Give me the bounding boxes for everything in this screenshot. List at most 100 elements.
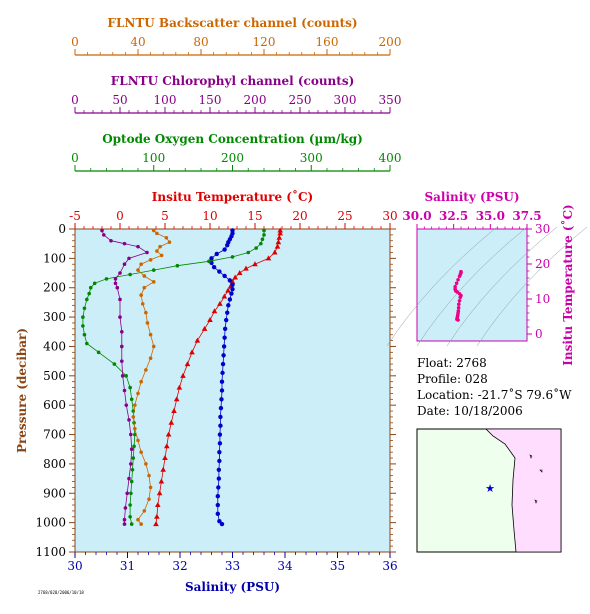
backscatter-point: [136, 268, 140, 272]
temperature-axis-label: Insitu Temperature (˚C): [152, 189, 313, 204]
backscatter-point: [142, 274, 147, 278]
chlorophyll-point: [124, 403, 129, 407]
salinity-tick-label: 31: [120, 559, 135, 573]
date-value: 10/18/2006: [453, 404, 523, 418]
chlorophyll-point: [129, 462, 133, 466]
oxygen-point: [132, 444, 136, 449]
temperature-point: [275, 239, 282, 245]
oxygen-point: [230, 255, 235, 259]
oxygen-axis: 0 100 200 300 400 Optode Oxygen Concentration…: [71, 132, 401, 172]
chlorophyll-point: [120, 359, 124, 363]
oxygen-series: [81, 228, 266, 526]
chlorophyll-point: [120, 374, 125, 378]
backscatter-point: [151, 280, 156, 284]
temperature-point: [165, 431, 172, 437]
salinity-point: [221, 353, 226, 358]
chlorophyll-point: [113, 277, 118, 281]
temperature-point: [207, 317, 213, 323]
salinity-point: [225, 310, 230, 315]
temperature-point: [201, 325, 208, 331]
ts-y-tick-label: 0: [535, 327, 543, 341]
temperature-point: [277, 230, 283, 236]
salinity-point: [215, 494, 220, 499]
series-layer: [81, 227, 283, 527]
salinity-point: [222, 273, 227, 279]
ts-isoline: [416, 226, 528, 347]
backscatter-point: [159, 253, 164, 258]
backscatter-point: [155, 249, 159, 253]
oxygen-point: [128, 272, 132, 277]
backscatter-point: [148, 258, 153, 262]
oxygen-point: [207, 259, 211, 264]
backscatter-point: [140, 302, 145, 306]
location-map: ★: [416, 428, 562, 553]
ts-point: [454, 281, 459, 286]
temperature-point: [164, 443, 170, 449]
backscatter-point: [133, 426, 137, 431]
salinity-point: [217, 449, 222, 455]
oxygen-point: [260, 237, 265, 242]
chlorophyll-axis-label: FLNTU Chlorophyl channel (counts): [111, 74, 355, 88]
temperature-tick-label: 5: [161, 209, 169, 223]
oxygen-point: [175, 263, 180, 268]
backscatter-point: [155, 231, 159, 236]
temperature-tick-label: -5: [69, 209, 81, 223]
ts-point: [456, 318, 460, 322]
ts-x-tick-label: 37.5: [512, 209, 541, 223]
chlorophyll-point: [115, 285, 120, 290]
salinity-point: [215, 502, 220, 508]
oxygen-point: [129, 522, 134, 526]
backscatter-tick-label: 40: [130, 35, 145, 49]
ts-isoline: [446, 226, 558, 347]
oxygen-point: [124, 374, 128, 378]
pressure-tick-label: 700: [43, 428, 66, 442]
temperature-point: [194, 337, 201, 343]
info-float: Float: 2768: [417, 356, 487, 370]
chlorophyll-point: [122, 388, 127, 393]
temperature-point: [243, 265, 249, 271]
salinity-point: [216, 467, 222, 472]
ts-layer: 30.0 32.5 35.0 37.5 Salinity (PSU) 0 10 20 30 Ins…: [386, 190, 588, 366]
oxygen-point: [81, 324, 85, 328]
salinity-point: [218, 405, 224, 411]
pressure-tick-label: 600: [43, 398, 66, 412]
backscatter-point: [144, 310, 148, 315]
backscatter-point: [144, 462, 148, 466]
oxygen-point: [112, 362, 117, 366]
ts-x-tick-label: 30.0: [402, 209, 431, 223]
backscatter-point: [147, 497, 151, 501]
salinity-point: [217, 518, 222, 524]
pressure-tick-label: 900: [43, 486, 66, 500]
salinity-point: [211, 264, 217, 270]
temperature-point: [168, 419, 175, 425]
main-plot-area: [74, 228, 391, 553]
oxygen-point: [128, 503, 132, 507]
temperature-tick-label: 25: [337, 209, 352, 223]
ts-point: [457, 274, 462, 279]
chlorophyll-point: [113, 281, 118, 286]
salinity-point: [221, 344, 227, 349]
float-value: 2768: [456, 356, 487, 370]
ts-isoline: [476, 226, 588, 347]
backscatter-point: [148, 332, 153, 337]
backscatter-series: [131, 228, 172, 526]
chlorophyll-axis: 0 50 100 150 200 250 300 350 FLNTU Chlorophyl ch…: [71, 74, 401, 114]
chlorophyll-point: [118, 271, 122, 275]
oxygen-tick-label: 200: [221, 151, 244, 165]
ts-point: [457, 302, 461, 307]
temperature-axis: -5 0 5 10 15 20 25 30 Insitu Temperature (˚C): [69, 189, 398, 229]
salinity-point: [227, 297, 233, 302]
pressure-tick-label: 400: [43, 339, 66, 353]
chlorophyll-point: [102, 233, 106, 237]
backscatter-point: [133, 403, 137, 407]
temperature-point: [184, 361, 191, 367]
salinity-point: [226, 303, 231, 308]
chlorophyll-series: [100, 228, 149, 526]
ts-point: [456, 305, 461, 310]
temperature-tick-label: 0: [116, 209, 124, 223]
info-date: Date: 10/18/2006: [417, 404, 523, 418]
temperature-tick-label: 30: [382, 209, 397, 223]
backscatter-tick-label: 0: [71, 35, 79, 49]
